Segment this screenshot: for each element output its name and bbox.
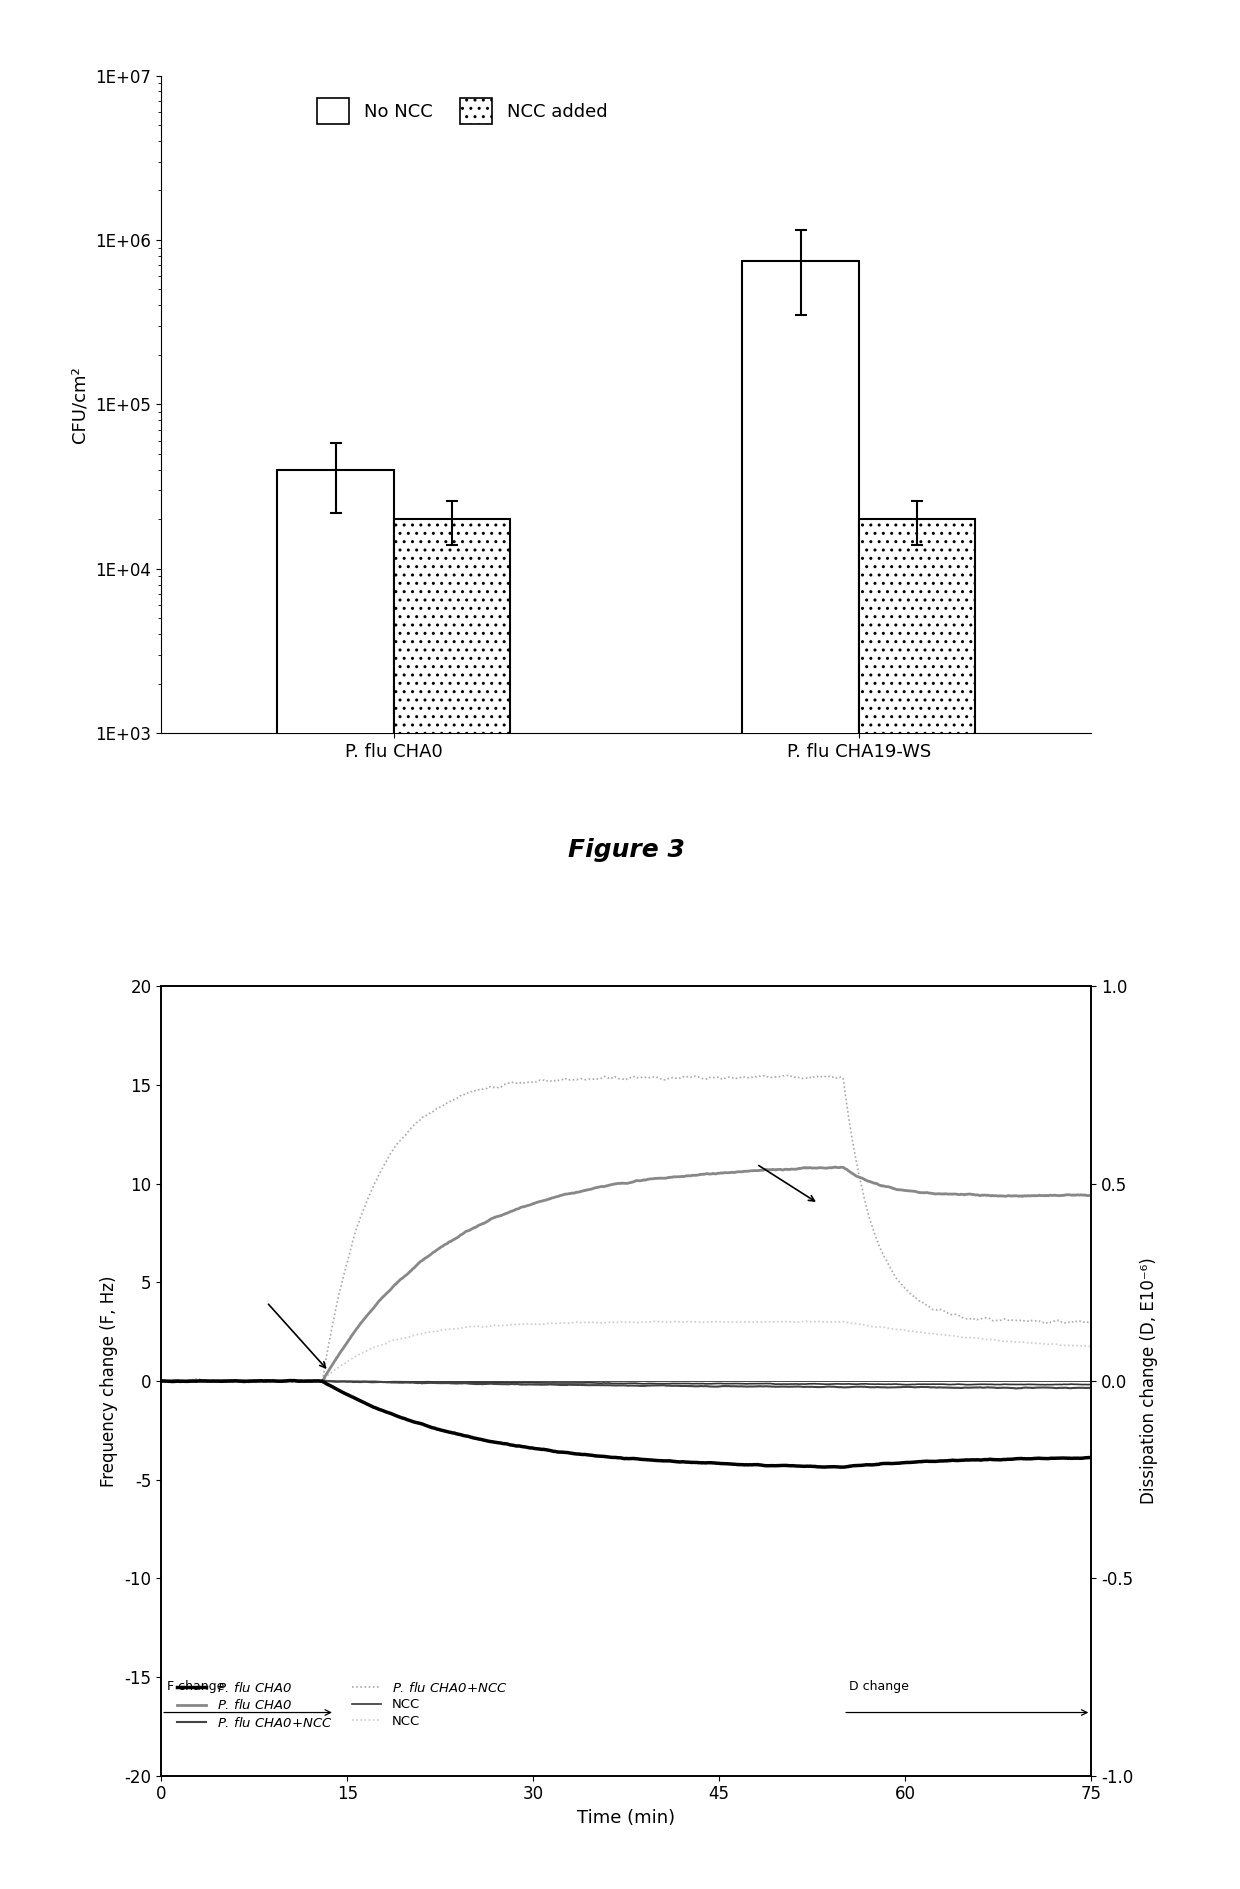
Bar xyxy=(858,519,975,1889)
Y-axis label: Frequency change (F, Hz): Frequency change (F, Hz) xyxy=(99,1275,118,1487)
Legend: $P$. $flu$ CHA0, $P$. $flu$ CHA0, $P$. $flu$ CHA0+NCC, $P$. $flu$ CHA0+NCC, NCC,: $P$. $flu$ CHA0, $P$. $flu$ CHA0, $P$. $… xyxy=(177,1681,507,1730)
Bar xyxy=(278,470,394,1889)
Text: D change: D change xyxy=(849,1679,909,1693)
Text: F change: F change xyxy=(167,1679,224,1693)
Text: Figure 3: Figure 3 xyxy=(568,839,684,863)
Legend: No NCC, NCC added: No NCC, NCC added xyxy=(310,91,615,130)
Y-axis label: Dissipation change (D, E10⁻⁶): Dissipation change (D, E10⁻⁶) xyxy=(1140,1258,1158,1504)
X-axis label: Time (min): Time (min) xyxy=(577,1810,676,1827)
Bar xyxy=(743,261,858,1889)
Bar xyxy=(394,519,510,1889)
Y-axis label: CFU/cm²: CFU/cm² xyxy=(71,366,88,442)
